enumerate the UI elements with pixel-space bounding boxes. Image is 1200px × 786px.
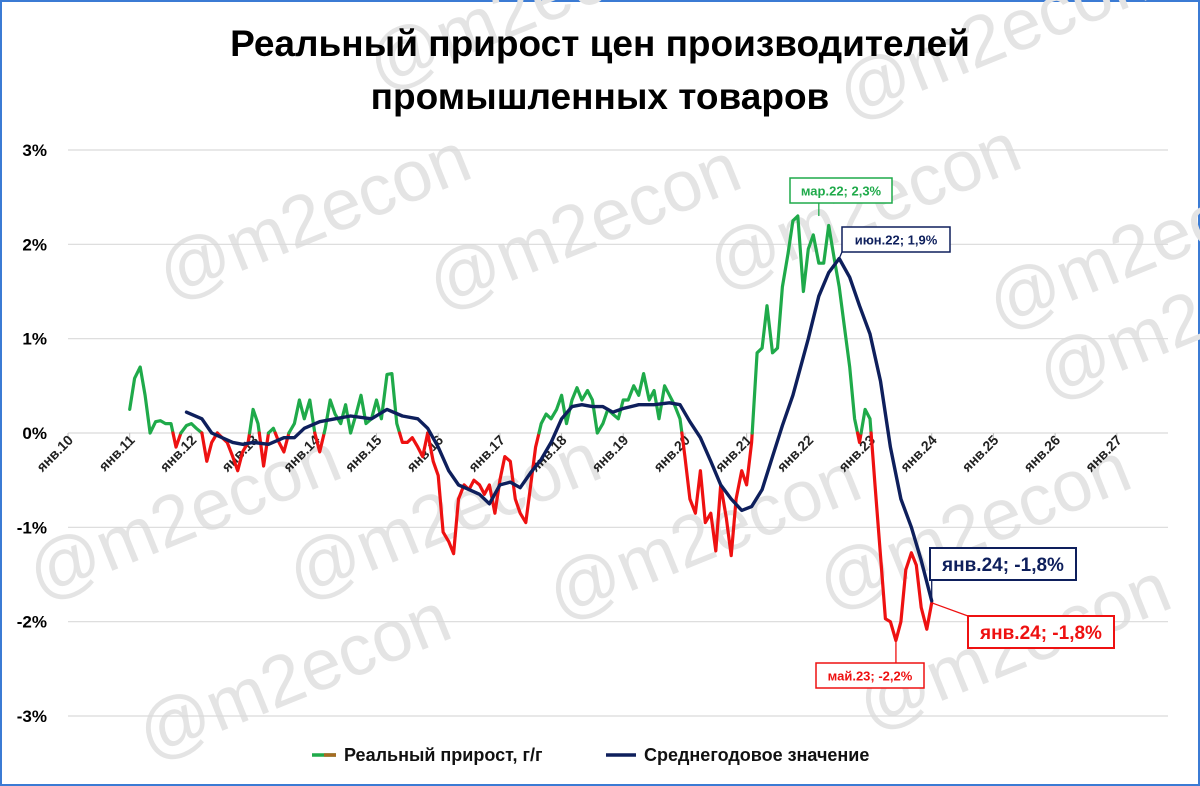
callout-box — [929, 547, 1077, 581]
y-tick-label: 3% — [22, 141, 47, 160]
real-growth-line-positive — [322, 372, 402, 435]
chart-title-line-2: промышленных товаров — [371, 76, 830, 117]
data-label-callout: янв.24; -1,8% — [929, 547, 1077, 601]
y-tick-label: -3% — [17, 707, 47, 726]
real-growth-line-negative — [200, 431, 219, 463]
callout-box — [815, 662, 925, 689]
callout-text: май.23; -2,2% — [828, 669, 913, 684]
chart-title-line-1: Реальный прирост цен производителей — [230, 23, 970, 64]
real-growth-line-negative — [273, 431, 291, 454]
real-growth-line-negative — [398, 431, 430, 459]
real-growth-line-positive — [248, 407, 261, 435]
legend-item-real-growth: Реальный прирост, г/г — [312, 745, 543, 765]
real-growth-line-positive — [266, 426, 277, 435]
x-tick-label: янв.15 — [342, 432, 385, 475]
real-growth-line-positive — [179, 422, 204, 435]
real-growth-line-negative — [426, 431, 541, 556]
callout-box — [967, 615, 1115, 649]
x-tick-label: янв.11 — [95, 432, 138, 475]
y-tick-label: 0% — [22, 424, 47, 443]
y-tick-label: 2% — [22, 235, 47, 254]
real-growth-line-positive — [859, 407, 873, 435]
real-growth-line-positive — [287, 398, 317, 435]
gridlines — [68, 149, 1168, 717]
legend: Реальный прирост, г/г Среднегодовое значе… — [312, 745, 869, 765]
callout-leader-line — [838, 251, 843, 259]
y-tick-label: -1% — [17, 518, 47, 537]
y-tick-label: -2% — [17, 613, 47, 632]
real-growth-line-negative — [856, 431, 863, 444]
series-annual-average-line — [184, 256, 934, 603]
callout-leader-line — [931, 602, 969, 617]
callout-text: июн.22; 1,9% — [855, 233, 938, 248]
real-growth-line-negative — [680, 431, 754, 558]
legend-label-annual-average: Среднегодовое значение — [644, 745, 869, 765]
real-growth-line-positive — [750, 214, 860, 435]
real-growth-line-negative — [313, 431, 326, 454]
chart-title: Реальный прирост цен производителей пром… — [230, 23, 970, 117]
series-layer — [128, 214, 934, 643]
data-label-callout: янв.24; -1,8% — [931, 602, 1115, 649]
callout-text: янв.24; -1,8% — [941, 555, 1064, 576]
y-tick-label: 1% — [22, 330, 47, 349]
data-label-callout: июн.22; 1,9% — [838, 226, 951, 259]
real-growth-line-negative — [171, 431, 183, 449]
legend-label-real-growth: Реальный прирост, г/г — [344, 745, 543, 765]
data-label-callout: мар.22; 2,3% — [789, 177, 893, 217]
y-axis: 3% 2% 1% 0% -1% -2% -3% — [17, 141, 47, 726]
annotations-layer: мар.22; 2,3% июн.22; 1,9% янв.24; -1,8% янв… — [789, 177, 1115, 689]
callout-text: янв.24; -1,8% — [979, 623, 1102, 644]
callout-box — [789, 177, 893, 204]
callout-box — [841, 226, 951, 253]
x-tick-label: янв.24 — [897, 432, 940, 475]
legend-item-annual-average: Среднегодовое значение — [606, 745, 869, 765]
x-tick-label: янв.25 — [959, 432, 1002, 475]
callout-text: мар.22; 2,3% — [801, 184, 882, 199]
real-growth-line-positive — [128, 365, 175, 435]
real-growth-line-negative — [869, 431, 934, 643]
data-label-callout: май.23; -2,2% — [815, 640, 925, 689]
